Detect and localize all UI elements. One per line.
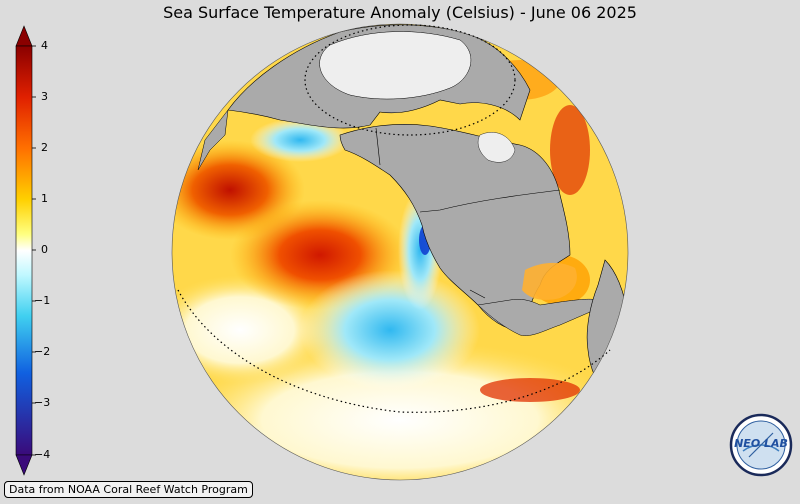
colorbar-tick-label: −4 [34,448,51,461]
neo-lab-logo: NEO LAB [729,413,793,477]
data-credit-label: Data from NOAA Coral Reef Watch Program [4,481,253,498]
equator-line [177,289,611,413]
asia-edge [197,109,229,171]
logo-text: NEO LAB [734,437,788,450]
colorbar-graphic [15,25,36,476]
map-title: Sea Surface Temperature Anomaly (Celsius… [163,3,637,22]
colorbar-tick-label: 2 [41,141,48,154]
colorbar-tick-label: −2 [34,345,51,358]
colorbar-tick-label: −1 [34,294,51,307]
colorbar: 4 3 2 1 0 −1 −2 −3 −4 [0,0,80,500]
colorbar-tick-label: −3 [34,396,51,409]
gulf-of-mexico [522,262,577,300]
arctic-circle-line [304,24,516,136]
border-lines [375,127,561,299]
ocean-anomaly-field [172,24,628,480]
globe-outline [171,23,629,481]
colorbar-tick-label: 1 [41,192,48,205]
hudson-bay [477,132,516,163]
colorbar-min-arrow [15,454,33,476]
colorbar-tick-label: 3 [41,90,48,103]
colorbar-tick-label: 4 [41,39,48,52]
colorbar-tick-label: 0 [41,243,48,256]
polar-ice [319,31,471,100]
